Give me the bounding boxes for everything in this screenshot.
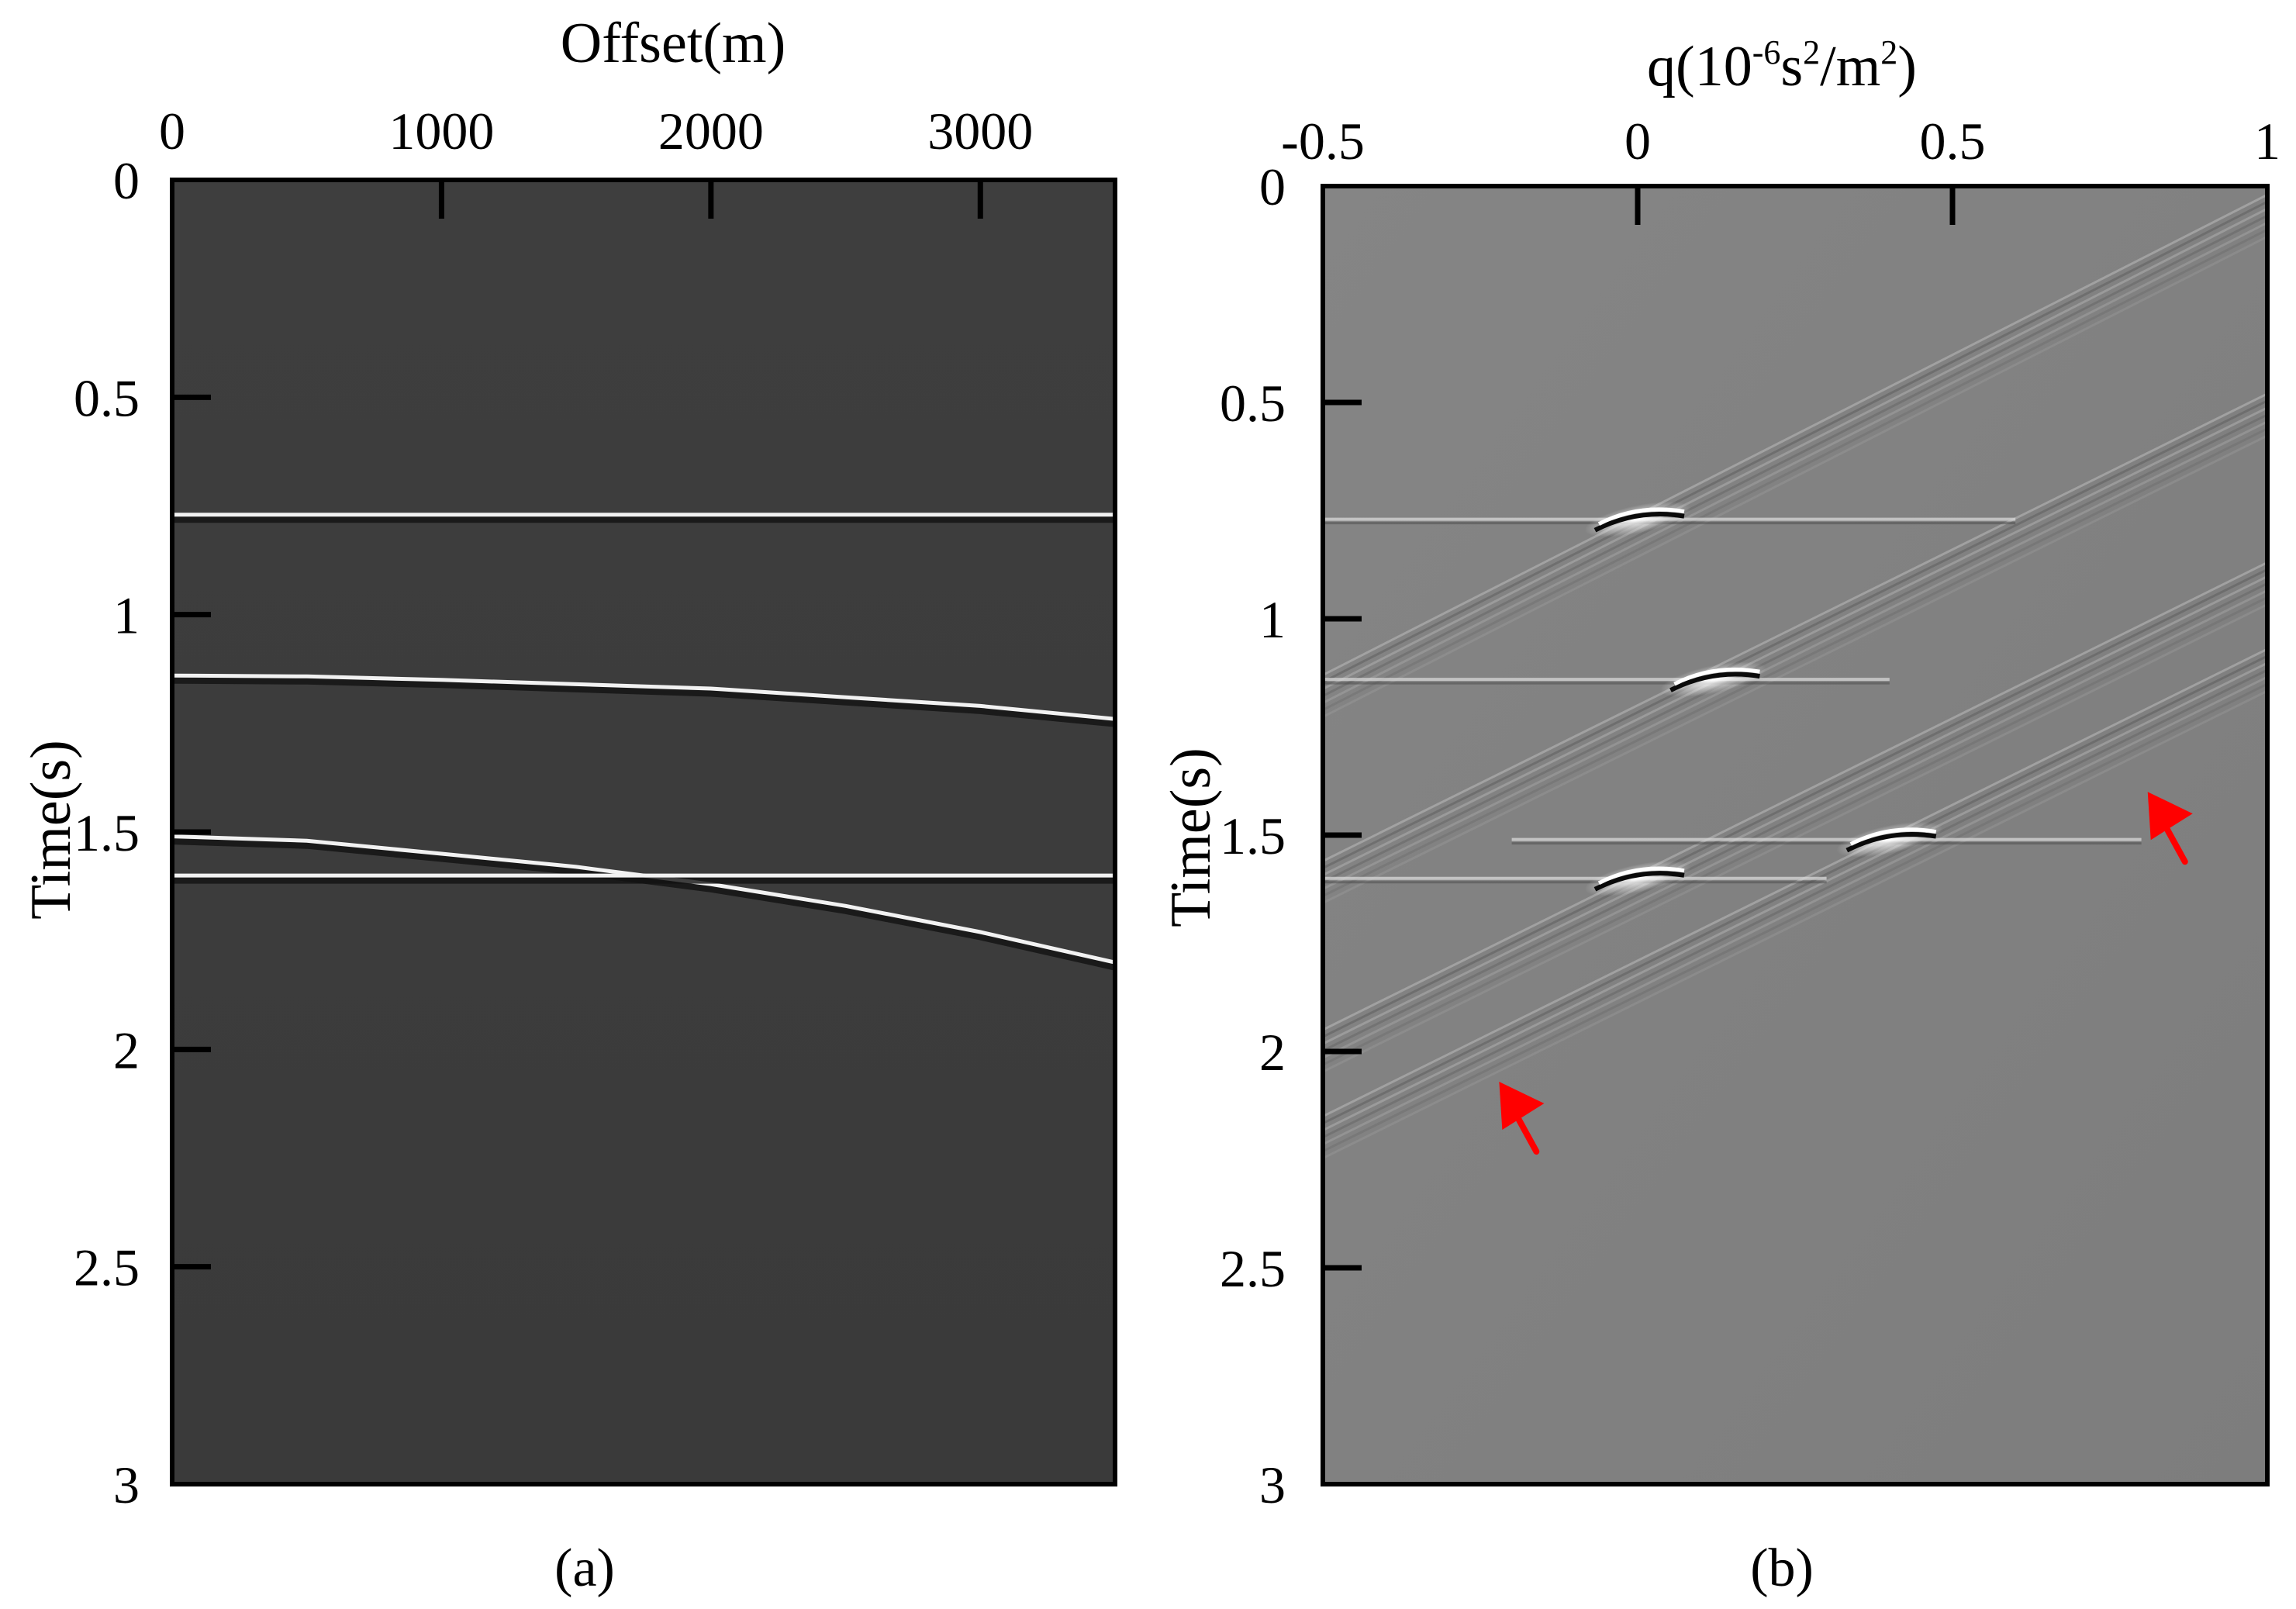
panel-a-ytick-label: 0.5	[74, 368, 140, 427]
panel-a-xtick-label: 3000	[927, 102, 1033, 161]
panel-a: Offset(m) 0 1000 2000 3000 0 0.5 1 1.5 2 2.5 3 Ti…	[19, 12, 1117, 1598]
alias-band-4-stripe	[1322, 668, 2268, 1139]
alias-band-1-stripe	[1322, 200, 2268, 683]
focus-point-1-peak	[1597, 507, 1685, 526]
red-arrow-1-head	[1499, 1082, 1545, 1131]
alias-band-4-stripe	[1322, 661, 2268, 1132]
alias-band-4-stripe	[1322, 675, 2268, 1146]
panel-a-xlabel: Offset(m)	[561, 12, 785, 75]
alias-band-3-stripe	[1322, 589, 2268, 1059]
panel-a-ytick-label: 1	[113, 586, 140, 645]
panel-b-annotations	[1499, 792, 2193, 1155]
alias-band-3-stripe	[1322, 596, 2268, 1066]
focus-point-3-peak	[1597, 866, 1685, 886]
alias-band-2-stripe	[1322, 413, 2268, 883]
panel-a-events	[171, 513, 1116, 971]
focus-point-2-peak	[1673, 667, 1760, 686]
focus-point-4-peak	[1849, 827, 1937, 846]
focus-point-2-trough	[1669, 672, 1760, 692]
focus-point-1-trough	[1593, 512, 1685, 533]
panel-b-xtick-label: -0.5	[1281, 112, 1365, 171]
panel-a-xtick-label: 0	[159, 102, 185, 161]
alias-band-4-stripe	[1322, 682, 2268, 1153]
alias-band-2-stripe	[1322, 420, 2268, 890]
panel-b-ytick-label: 0	[1259, 157, 1286, 216]
panel-b-ylabel: Time(s)	[1159, 748, 1223, 927]
panel-b-ytick-label: 2.5	[1220, 1239, 1286, 1298]
alias-band-2-stripe	[1322, 434, 2268, 904]
alias-band-1-stripe	[1322, 228, 2268, 711]
panel-b-xtick-labels: -0.5 0 0.5 1	[1281, 112, 2280, 171]
alias-band-3-stripe	[1322, 582, 2268, 1052]
panel-b-label: (b)	[1750, 1538, 1814, 1598]
focus-point-3-trough	[1593, 871, 1685, 892]
panel-b-xtick-label: 0	[1624, 112, 1651, 171]
panel-b-ticks	[1323, 186, 1956, 1271]
panel-b-ytick-label: 1	[1259, 590, 1286, 649]
event-2-line	[171, 673, 1116, 721]
panel-b-ytick-labels: 0 0.5 1 1.5 2 2.5 3	[1220, 157, 1286, 1514]
alias-band-2-stripe	[1322, 399, 2268, 869]
focus-point-4-trough	[1845, 831, 1937, 853]
alias-band-3-stripe	[1322, 568, 2268, 1038]
panel-a-label: (a)	[554, 1538, 615, 1598]
panel-a-xtick-labels: 0 1000 2000 3000	[159, 102, 1033, 161]
panel-a-ticks	[172, 180, 983, 1270]
panel-b-xtick-label: 0.5	[1920, 112, 1986, 171]
panel-b-ytick-label: 1.5	[1220, 806, 1286, 865]
panel-b-plot-area	[1323, 186, 2267, 1484]
panel-a-plot-area	[172, 180, 1115, 1484]
red-arrow-2-head	[2147, 792, 2193, 841]
alias-band-3-stripe	[1322, 561, 2268, 1031]
alias-band-1-stripe	[1322, 193, 2268, 676]
panel-a-ytick-label: 3	[113, 1455, 140, 1514]
panel-b-xlabel: q(10-6s2/m2)	[1647, 33, 1917, 98]
panel-a-xtick-label: 2000	[658, 102, 764, 161]
alias-band-1-stripe	[1322, 221, 2268, 704]
alias-band-2-stripe	[1322, 427, 2268, 897]
panel-b-ytick-label: 2	[1259, 1023, 1286, 1082]
alias-band-2-stripe	[1322, 406, 2268, 876]
panel-a-ylabel: Time(s)	[19, 740, 83, 920]
panel-b-xtick-label: 1	[2254, 112, 2280, 171]
alias-band-2-stripe	[1322, 392, 2268, 862]
panel-b-ytick-label: 0.5	[1220, 374, 1286, 433]
panel-b-ytick-label: 3	[1259, 1455, 1286, 1514]
alias-band-4-stripe	[1322, 654, 2268, 1125]
panel-a-ytick-labels: 0 0.5 1 1.5 2 2.5 3	[74, 151, 140, 1514]
event-2-trough	[171, 676, 1116, 727]
panel-b: q(10-6s2/m2) -0.5 0 0.5 1 00.511.522.53 Tim…	[1159, 33, 2280, 1598]
panel-b-marks	[1322, 193, 2268, 1160]
alias-band-4-stripe	[1322, 689, 2268, 1160]
panel-a-ytick-label: 2	[113, 1020, 140, 1079]
alias-band-1-stripe	[1322, 214, 2268, 697]
alias-band-3-stripe	[1322, 575, 2268, 1045]
panel-a-ytick-label: 0	[113, 151, 140, 210]
panel-a-xtick-label: 1000	[388, 102, 494, 161]
alias-band-1-stripe	[1322, 207, 2268, 690]
panel-a-ytick-label: 2.5	[74, 1238, 140, 1297]
panel-a-ytick-label: 1.5	[74, 803, 140, 862]
alias-band-1-stripe	[1322, 235, 2268, 718]
